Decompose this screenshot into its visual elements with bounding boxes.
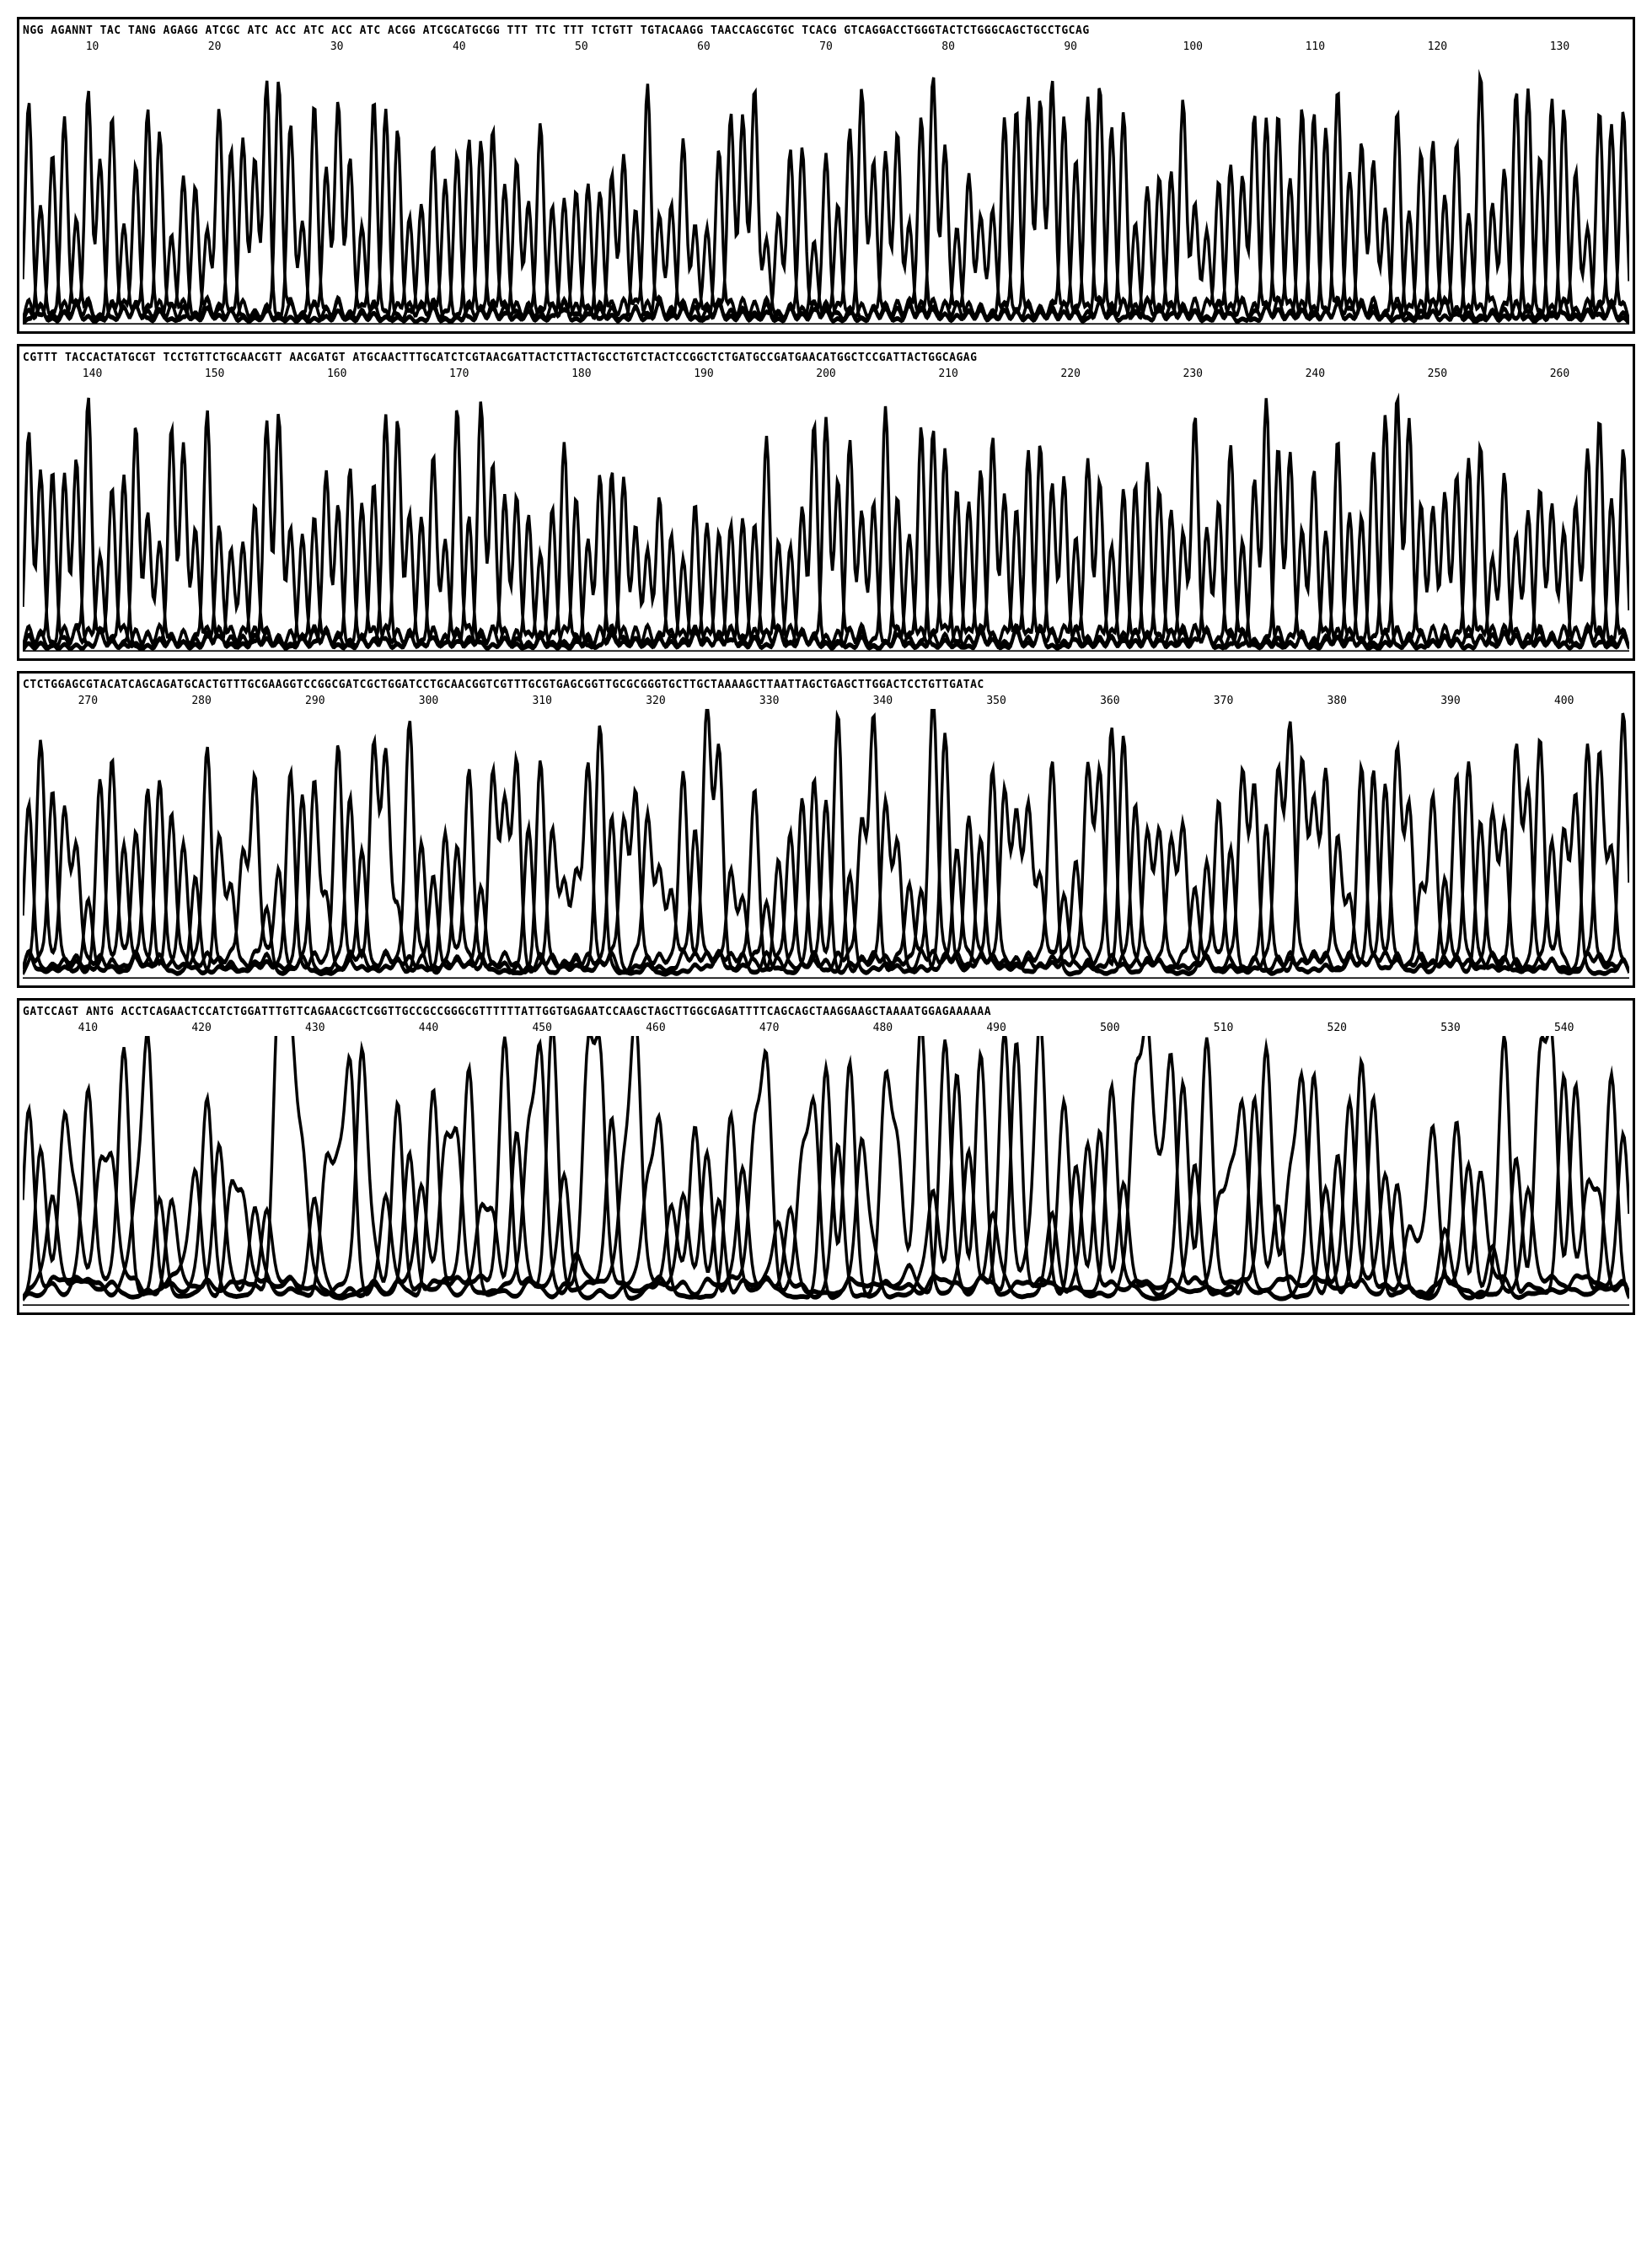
position-label: 260 xyxy=(1499,368,1621,380)
position-label: 430 xyxy=(258,1022,372,1034)
position-label: 160 xyxy=(276,368,398,380)
position-label: 360 xyxy=(1053,695,1167,707)
position-label: 250 xyxy=(1376,368,1499,380)
position-label: 230 xyxy=(1132,368,1254,380)
position-label: 40 xyxy=(398,40,520,53)
position-label: 380 xyxy=(1280,695,1394,707)
position-row: 140150160170180190200210220230240250260 xyxy=(23,366,1629,382)
position-label: 520 xyxy=(1280,1022,1394,1034)
position-label: 20 xyxy=(153,40,276,53)
position-label: 270 xyxy=(31,695,145,707)
chromatogram-panel-3: CTCTGGAGCGTACATCAGCAGATGCACTGTTTGCGAAGGT… xyxy=(17,671,1635,988)
sequence-text: CTCTGGAGCGTACATCAGCAGATGCACTGTTTGCGAAGGT… xyxy=(23,677,1629,693)
position-label: 410 xyxy=(31,1022,145,1034)
position-label: 400 xyxy=(1507,695,1621,707)
position-label: 240 xyxy=(1254,368,1376,380)
position-label: 170 xyxy=(398,368,520,380)
position-label: 350 xyxy=(940,695,1054,707)
sequence-text: CGTTT TACCACTATGCGT TCCTGTTCTGCAACGTT AA… xyxy=(23,350,1629,366)
position-label: 10 xyxy=(31,40,153,53)
position-label: 540 xyxy=(1507,1022,1621,1034)
position-label: 420 xyxy=(145,1022,259,1034)
position-label: 460 xyxy=(599,1022,713,1034)
position-label: 210 xyxy=(888,368,1010,380)
position-label: 440 xyxy=(372,1022,485,1034)
sequence-text: GATCCAGT ANTG ACCTCAGAACTCCATCTGGATTTGTT… xyxy=(23,1004,1629,1020)
position-label: 130 xyxy=(1499,40,1621,53)
position-label: 290 xyxy=(258,695,372,707)
position-label: 300 xyxy=(372,695,485,707)
position-label: 510 xyxy=(1167,1022,1280,1034)
position-row: 2702802903003103203303403503603703803904… xyxy=(23,693,1629,709)
position-label: 220 xyxy=(1010,368,1132,380)
position-label: 200 xyxy=(764,368,887,380)
trace-area xyxy=(23,709,1629,979)
position-label: 140 xyxy=(31,368,153,380)
position-label: 490 xyxy=(940,1022,1054,1034)
position-label: 70 xyxy=(764,40,887,53)
position-label: 100 xyxy=(1132,40,1254,53)
chromatogram-panel-2: CGTTT TACCACTATGCGT TCCTGTTCTGCAACGTT AA… xyxy=(17,344,1635,661)
position-label: 500 xyxy=(1053,1022,1167,1034)
position-label: 450 xyxy=(485,1022,599,1034)
trace-path xyxy=(23,78,1629,321)
position-label: 340 xyxy=(826,695,940,707)
position-label: 480 xyxy=(826,1022,940,1034)
trace-area xyxy=(23,55,1629,325)
position-label: 310 xyxy=(485,695,599,707)
position-label: 80 xyxy=(888,40,1010,53)
position-label: 330 xyxy=(712,695,826,707)
chromatogram-panel-4: GATCCAGT ANTG ACCTCAGAACTCCATCTGGATTTGTT… xyxy=(17,998,1635,1315)
position-label: 190 xyxy=(642,368,764,380)
position-label: 60 xyxy=(642,40,764,53)
position-label: 150 xyxy=(153,368,276,380)
sequence-text: NGG AGANNT TAC TANG AGAGG ATCGC ATC ACC … xyxy=(23,23,1629,39)
position-label: 50 xyxy=(520,40,642,53)
position-label: 120 xyxy=(1376,40,1499,53)
trace-path xyxy=(23,1036,1629,1300)
position-label: 530 xyxy=(1394,1022,1508,1034)
chromatogram-root: NGG AGANNT TAC TANG AGAGG ATCGC ATC ACC … xyxy=(17,17,1635,1315)
position-label: 90 xyxy=(1010,40,1132,53)
position-label: 280 xyxy=(145,695,259,707)
position-label: 30 xyxy=(276,40,398,53)
position-label: 110 xyxy=(1254,40,1376,53)
chromatogram-panel-1: NGG AGANNT TAC TANG AGAGG ATCGC ATC ACC … xyxy=(17,17,1635,334)
position-row: 4104204304404504604704804905005105205305… xyxy=(23,1020,1629,1036)
trace-area xyxy=(23,382,1629,652)
position-label: 390 xyxy=(1394,695,1508,707)
position-row: 102030405060708090100110120130 xyxy=(23,39,1629,55)
position-label: 470 xyxy=(712,1022,826,1034)
position-label: 370 xyxy=(1167,695,1280,707)
position-label: 320 xyxy=(599,695,713,707)
position-label: 180 xyxy=(520,368,642,380)
trace-area xyxy=(23,1036,1629,1306)
